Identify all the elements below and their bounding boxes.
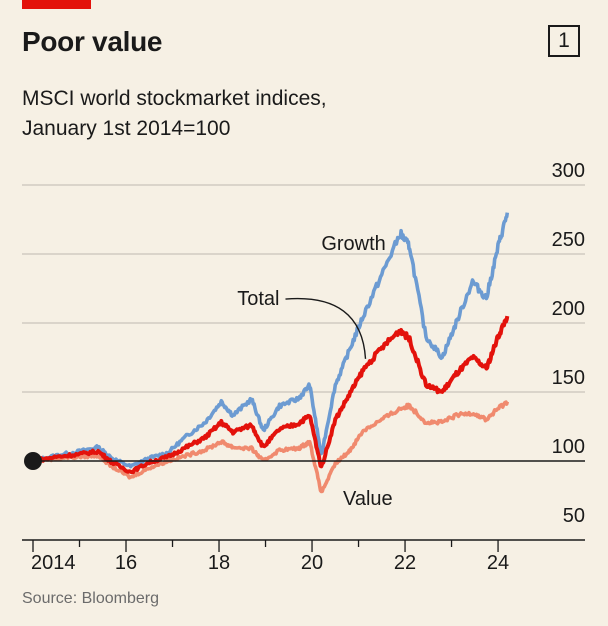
x-tick-label-20: 20 xyxy=(301,552,323,574)
gridlines xyxy=(22,184,585,393)
y-tick-label-300: 300 xyxy=(552,160,585,182)
series-line-value xyxy=(32,400,510,494)
total-annotation-leader xyxy=(285,297,367,359)
y-axis-tick-labels: 50 100 150 200 250 300 xyxy=(552,160,585,527)
y-tick-label-250: 250 xyxy=(552,229,585,251)
start-point-marker xyxy=(24,452,42,470)
annotation-value: Value xyxy=(343,488,393,510)
annotation-total: Total xyxy=(237,288,279,310)
chart-subtitle: MSCI world stockmarket indices, January … xyxy=(22,84,462,144)
source-note: Source: Bloomberg xyxy=(22,590,159,607)
x-tick-label-24: 24 xyxy=(487,552,509,574)
x-tick-label-18: 18 xyxy=(208,552,230,574)
annotation-growth: Growth xyxy=(321,233,385,255)
x-tick-label-2014: 2014 xyxy=(31,552,76,574)
y-tick-label-50: 50 xyxy=(563,505,585,527)
series-line-total xyxy=(32,315,510,475)
x-tick-label-16: 16 xyxy=(115,552,137,574)
chart-title: Poor value xyxy=(22,26,163,57)
subtitle-line-2: January 1st 2014=100 xyxy=(22,117,231,140)
x-axis: 2014 16 18 20 22 24 xyxy=(22,539,585,574)
series-line-growth xyxy=(32,212,510,469)
chart-number-badge: 1 xyxy=(548,25,580,57)
subtitle-line-1: MSCI world stockmarket indices, xyxy=(22,87,327,110)
y-tick-label-200: 200 xyxy=(552,298,585,320)
y-tick-label-150: 150 xyxy=(552,367,585,389)
y-tick-label-100: 100 xyxy=(552,436,585,458)
series-annotations: Growth Total Value xyxy=(237,233,392,510)
accent-bar xyxy=(22,0,91,9)
x-tick-label-22: 22 xyxy=(394,552,416,574)
series-lines xyxy=(24,212,585,494)
